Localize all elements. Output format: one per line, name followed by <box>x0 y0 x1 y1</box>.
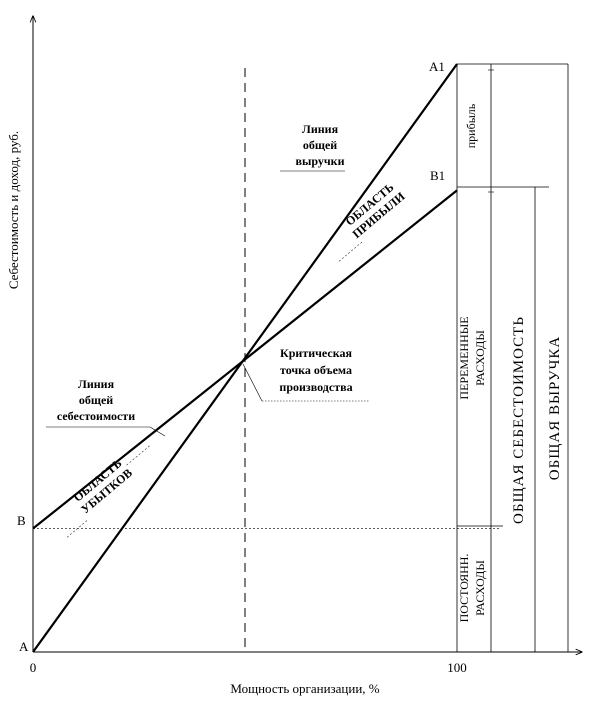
svg-text:себестоимости: себестоимости <box>57 409 135 423</box>
x-tick-0: 0 <box>30 660 37 675</box>
svg-text:ПОСТОЯНН.: ПОСТОЯНН. <box>457 554 471 623</box>
point-a-label: A <box>19 639 29 654</box>
profit-bracket-label: прибыль <box>464 103 478 148</box>
svg-text:РАСХОДЫ: РАСХОДЫ <box>473 560 487 616</box>
fixed-costs-bracket-label: ПОСТОЯНН. РАСХОДЫ <box>457 554 487 623</box>
total-revenue-bracket-label: ОБЩАЯ ВЫРУЧКА <box>547 336 563 480</box>
loss-area-label: ОБЛАСТЬ УБЫТКОВ <box>65 445 150 539</box>
x-axis-label: Мощность организации, % <box>230 681 379 696</box>
y-axis-label: Себестоимость и доход, руб. <box>6 131 21 289</box>
variable-costs-bracket-label: ПЕРЕМЕННЫЕ РАСХОДЫ <box>457 316 487 399</box>
point-b1-label: B1 <box>430 168 445 183</box>
svg-text:Линия: Линия <box>302 122 339 136</box>
svg-text:производства: производства <box>279 380 352 394</box>
point-b-label: B <box>17 513 26 528</box>
profit-area-label: ОБЛАСТЬ ПРИБЫЛИ <box>337 180 408 263</box>
svg-text:общей: общей <box>79 393 113 407</box>
point-a1-label: A1 <box>429 59 445 74</box>
svg-text:РАСХОДЫ: РАСХОДЫ <box>473 330 487 386</box>
critical-point-annotation: Критическая точка объема производства <box>242 346 370 402</box>
svg-text:точка объема: точка объема <box>280 363 352 377</box>
revenue-line-annotation: Линия общей выручки <box>280 122 345 172</box>
svg-text:выручки: выручки <box>296 154 345 168</box>
right-brackets <box>457 63 569 652</box>
total-cost-bracket-label: ОБЩАЯ СЕБЕСТОИМОСТЬ <box>511 316 527 524</box>
x-tick-100: 100 <box>447 660 467 675</box>
total-revenue-line <box>32 63 458 653</box>
svg-text:Линия: Линия <box>78 377 115 391</box>
total-cost-line <box>32 189 458 530</box>
svg-text:общей: общей <box>303 138 337 152</box>
svg-text:Критическая: Критическая <box>280 346 352 360</box>
cost-line-annotation: Линия общей себестоимости <box>46 377 166 437</box>
svg-text:ПЕРЕМЕННЫЕ: ПЕРЕМЕННЫЕ <box>457 316 471 399</box>
